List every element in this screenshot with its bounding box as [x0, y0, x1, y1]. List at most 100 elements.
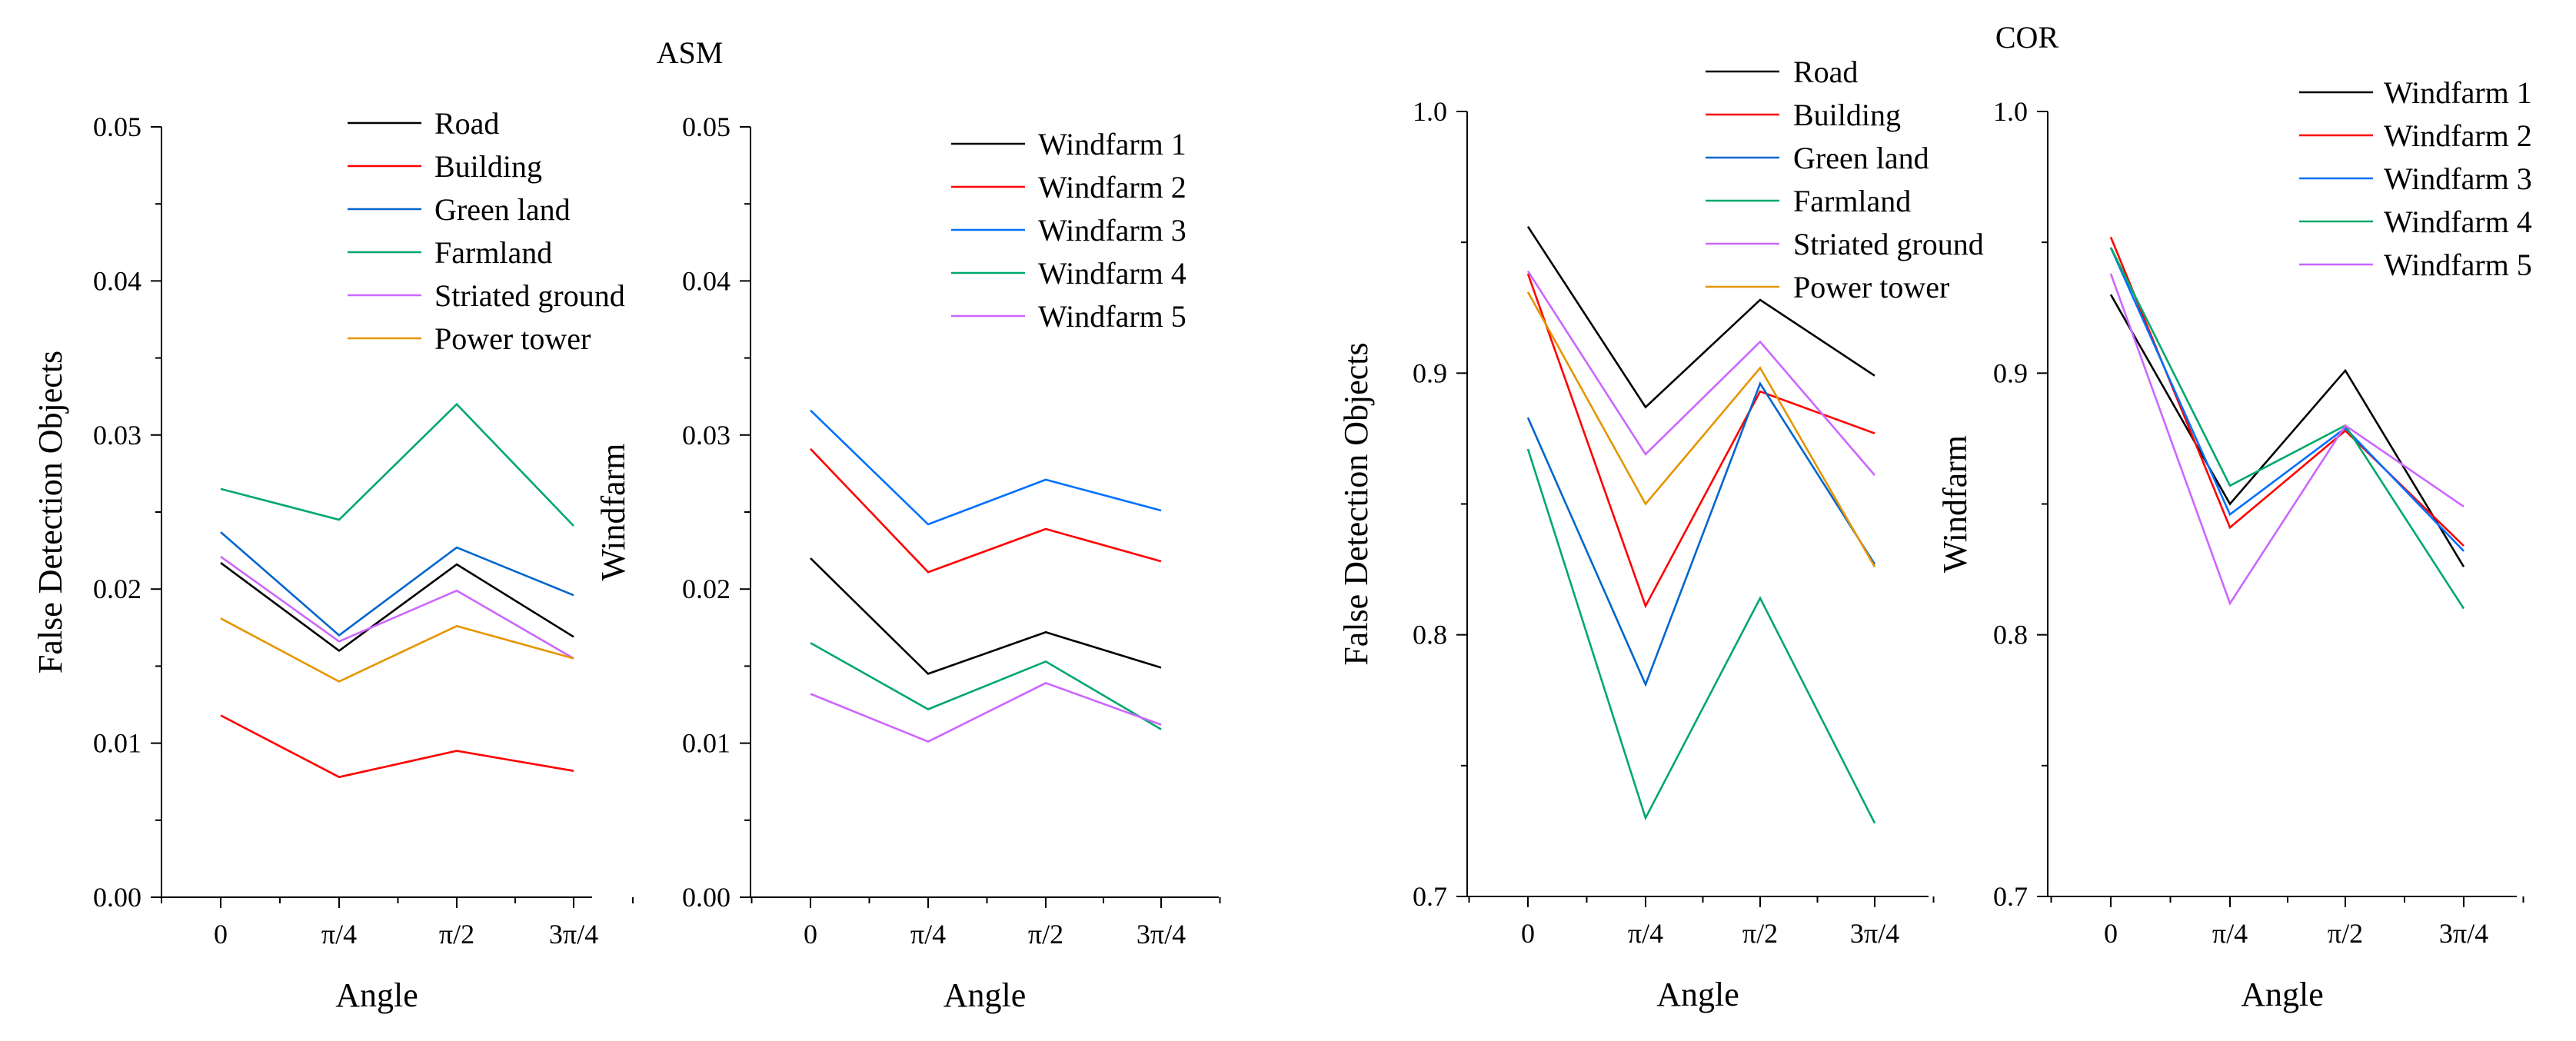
- series-line-windfarm-5: [810, 681, 1162, 743]
- y-tick-label: 0.05: [682, 111, 731, 142]
- x-tick-label: π/4: [321, 919, 357, 950]
- series-line-building: [220, 714, 574, 779]
- series-line-windfarm-2: [2109, 236, 2465, 547]
- series-line-farmland: [220, 402, 574, 527]
- y-tick-label: 0.9: [1413, 358, 1447, 388]
- legend-label-green-land: Green land: [1793, 141, 1929, 175]
- y-tick-label: 0.03: [93, 420, 141, 451]
- x-tick-label: π/4: [1628, 918, 1663, 949]
- series-line-farmland: [1526, 448, 1876, 824]
- chart-panel-4: 0.7 0.8 0.9 1.0 0 π/4 π/2 3π/4 Angle Windfarm Wind…: [1936, 75, 2532, 1013]
- x-tick-label: 3π/4: [1137, 919, 1186, 950]
- legend-label-power-tower: Power tower: [1793, 270, 1949, 304]
- series-line-power-tower: [1526, 291, 1876, 567]
- series-line-windfarm-3: [2109, 247, 2465, 552]
- series-line-road: [1526, 225, 1875, 409]
- series-line-striated-ground: [220, 556, 574, 660]
- y-tick-label: 0.9: [1993, 358, 2028, 388]
- series-line-striated-ground: [1526, 270, 1875, 476]
- legend-label-farmland: Farmland: [1793, 184, 1911, 218]
- x-tick-label: π/4: [2212, 918, 2248, 949]
- x-tick-label: 3π/4: [2439, 918, 2488, 949]
- x-axis-label: Angle: [335, 976, 418, 1014]
- series-line-windfarm-1: [810, 557, 1162, 675]
- x-tick-label: π/2: [439, 919, 474, 950]
- legend-label-windfarm-3: Windfarm 3: [2384, 161, 2532, 196]
- y-tick-label: 0.04: [93, 265, 141, 296]
- y-axis-label: False Detection Objects: [32, 351, 69, 673]
- group-title-asm: ASM: [657, 35, 724, 70]
- y-tick-label: 1.0: [1413, 96, 1447, 127]
- y-tick-label: 0.02: [682, 574, 731, 604]
- series-line-building: [1526, 273, 1875, 609]
- legend-label-windfarm-2: Windfarm 2: [2384, 118, 2532, 153]
- x-tick-label: 0: [1521, 918, 1535, 949]
- y-axis-label: Windfarm: [1936, 435, 1974, 573]
- x-tick-label: 0: [214, 919, 228, 950]
- y-tick-label: 1.0: [1993, 96, 2028, 127]
- plot-area: 0.00 0.01 0.02 0.03 0.04 0.05 0 π/4 π/2 3π/4 Angle…: [32, 55, 2532, 1014]
- y-tick-label: 0.03: [682, 420, 731, 451]
- y-tick-label: 0.01: [682, 728, 731, 759]
- y-axis-label: False Detection Objects: [1337, 342, 1375, 665]
- series-line-windfarm-5: [2109, 273, 2465, 606]
- chart-panel-2: 0.00 0.01 0.02 0.03 0.04 0.05 0 π/4 π/2 3π/4 Angle…: [594, 111, 1221, 1014]
- legend-label-striated-ground: Striated ground: [1793, 227, 1984, 261]
- x-tick-label: 0: [804, 919, 817, 950]
- group-title-cor: COR: [1995, 20, 2059, 55]
- x-tick-label: π/2: [1028, 919, 1063, 950]
- y-tick-label: 0.00: [93, 882, 141, 913]
- x-tick-label: 3π/4: [1850, 918, 1899, 949]
- legend-label-windfarm-1: Windfarm 1: [1038, 127, 1186, 161]
- legend: Road Building Green land Farmland Striated g…: [348, 106, 625, 356]
- title-asm: ASM: [657, 35, 724, 70]
- x-tick-label: π/4: [910, 919, 946, 950]
- legend: Windfarm 1 Windfarm 2 Windfarm 3 Windfarm 4…: [2299, 75, 2532, 282]
- y-tick-label: 0.8: [1413, 620, 1447, 650]
- legend-label-road: Road: [1793, 55, 1858, 89]
- legend-label-farmland: Farmland: [434, 235, 552, 270]
- y-axis-label: Windfarm: [594, 443, 632, 580]
- chart-panel-1: 0.00 0.01 0.02 0.03 0.04 0.05 0 π/4 π/2 3π/4 Angle…: [32, 106, 634, 1014]
- series-line-windfarm-1: [2109, 294, 2465, 567]
- series-line-windfarm-2: [810, 447, 1162, 574]
- legend: Road Building Green land Farmland Striated g…: [1706, 55, 1984, 304]
- legend-label-windfarm-5: Windfarm 5: [2384, 248, 2532, 282]
- legend-label-windfarm-4: Windfarm 4: [2384, 205, 2532, 239]
- series-line-windfarm-3: [810, 409, 1162, 526]
- y-tick-label: 0.04: [682, 265, 731, 296]
- title-cor: COR: [1995, 20, 2059, 55]
- series-line-road: [220, 562, 574, 653]
- series-line-green-land: [1526, 381, 1876, 687]
- y-tick-label: 0.7: [1413, 881, 1447, 912]
- legend-label-windfarm-2: Windfarm 2: [1038, 170, 1186, 205]
- x-axis-label: Angle: [1656, 976, 1739, 1013]
- y-tick-label: 0.00: [682, 882, 731, 913]
- legend-label-building: Building: [1793, 98, 1901, 132]
- legend-label-striated-ground: Striated ground: [434, 278, 625, 313]
- x-axis-label: Angle: [2241, 976, 2324, 1013]
- y-tick-label: 0.05: [93, 111, 141, 142]
- y-tick-label: 0.8: [1993, 620, 2028, 650]
- series-line-windfarm-4: [810, 642, 1162, 730]
- x-tick-label: π/2: [2328, 918, 2363, 949]
- legend: Windfarm 1 Windfarm 2 Windfarm 3 Windfarm 4…: [951, 127, 1186, 334]
- y-tick-label: 0.01: [93, 728, 141, 759]
- legend-label-windfarm-3: Windfarm 3: [1038, 213, 1186, 248]
- x-tick-label: π/2: [1742, 918, 1778, 949]
- x-tick-label: 0: [2104, 918, 2118, 949]
- legend-label-windfarm-5: Windfarm 5: [1038, 299, 1186, 334]
- x-axis-label: Angle: [944, 976, 1027, 1014]
- legend-label-building: Building: [434, 149, 542, 184]
- x-tick-label: 3π/4: [549, 919, 598, 950]
- legend-label-windfarm-4: Windfarm 4: [1038, 256, 1186, 291]
- series-line-windfarm-4: [2109, 247, 2465, 610]
- chart-panel-3: 0.7 0.8 0.9 1.0 0 π/4 π/2 3π/4 Angle False Detect…: [1337, 55, 1984, 1013]
- legend-label-windfarm-1: Windfarm 1: [2384, 75, 2532, 110]
- y-tick-label: 0.7: [1993, 881, 2028, 912]
- y-tick-label: 0.02: [93, 574, 141, 604]
- series-line-green-land: [220, 531, 574, 637]
- legend-label-road: Road: [434, 106, 499, 141]
- legend-label-green-land: Green land: [434, 192, 571, 227]
